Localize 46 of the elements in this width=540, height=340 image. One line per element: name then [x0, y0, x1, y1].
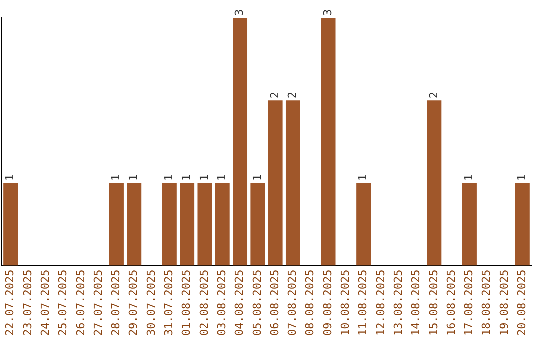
- data-label: 2: [427, 92, 440, 99]
- x-tick-label: 25.07.2025: [56, 270, 70, 336]
- x-tick-label: 27.07.2025: [92, 270, 105, 336]
- x-tick-label: 02.08.2025: [198, 270, 211, 336]
- data-label: 1: [356, 174, 370, 182]
- x-tick-label: 28.07.2025: [110, 270, 123, 336]
- data-label: 1: [110, 174, 123, 182]
- x-tick-label: 05.08.2025: [250, 270, 264, 336]
- data-label: 2: [268, 92, 282, 99]
- data-label: 1: [4, 174, 17, 182]
- x-tick-label: 31.07.2025: [162, 270, 176, 336]
- x-tick-label: 09.08.2025: [321, 270, 334, 336]
- data-label: 1: [198, 174, 211, 182]
- x-tick-label: 19.08.2025: [498, 270, 511, 336]
- x-tick-label: 30.07.2025: [144, 270, 158, 336]
- x-tick-label: 03.08.2025: [215, 270, 228, 336]
- data-label: 1: [180, 174, 194, 182]
- data-label: 1: [516, 174, 529, 182]
- x-tick-label: 14.08.2025: [410, 270, 423, 336]
- x-tick-label: 10.08.2025: [339, 270, 352, 336]
- data-label: 1: [127, 174, 140, 182]
- x-tick-label: 07.08.2025: [286, 270, 300, 336]
- x-tick-label: 20.08.2025: [516, 270, 529, 336]
- x-tick-label: 29.07.2025: [127, 270, 140, 336]
- x-tick-label: 12.08.2025: [374, 270, 388, 336]
- x-tick-label: 24.07.2025: [38, 270, 52, 336]
- x-tick-label: 22.07.2025: [4, 270, 17, 336]
- data-label: 1: [462, 174, 476, 182]
- x-tick-label: 15.08.2025: [427, 270, 440, 336]
- x-tick-label: 01.08.2025: [180, 270, 194, 336]
- x-tick-label: 17.08.2025: [462, 270, 476, 336]
- x-tick-label: 06.08.2025: [268, 270, 282, 336]
- data-label: 1: [215, 174, 228, 182]
- data-label: 2: [286, 92, 300, 99]
- x-tick-label: 23.07.2025: [21, 270, 34, 336]
- data-label: 3: [321, 9, 334, 16]
- x-tick-label: 18.08.2025: [480, 270, 494, 336]
- data-label: 1: [162, 174, 176, 182]
- x-tick-label: 16.08.2025: [444, 270, 458, 336]
- x-tick-label: 04.08.2025: [233, 270, 246, 336]
- data-label: 1: [250, 174, 264, 182]
- x-tick-label: 08.08.2025: [304, 270, 317, 336]
- x-tick-label: 11.08.2025: [356, 270, 370, 336]
- data-label: 3: [233, 9, 246, 16]
- x-tick-label: 13.08.2025: [392, 270, 405, 336]
- x-tick-label: 26.07.2025: [74, 270, 88, 336]
